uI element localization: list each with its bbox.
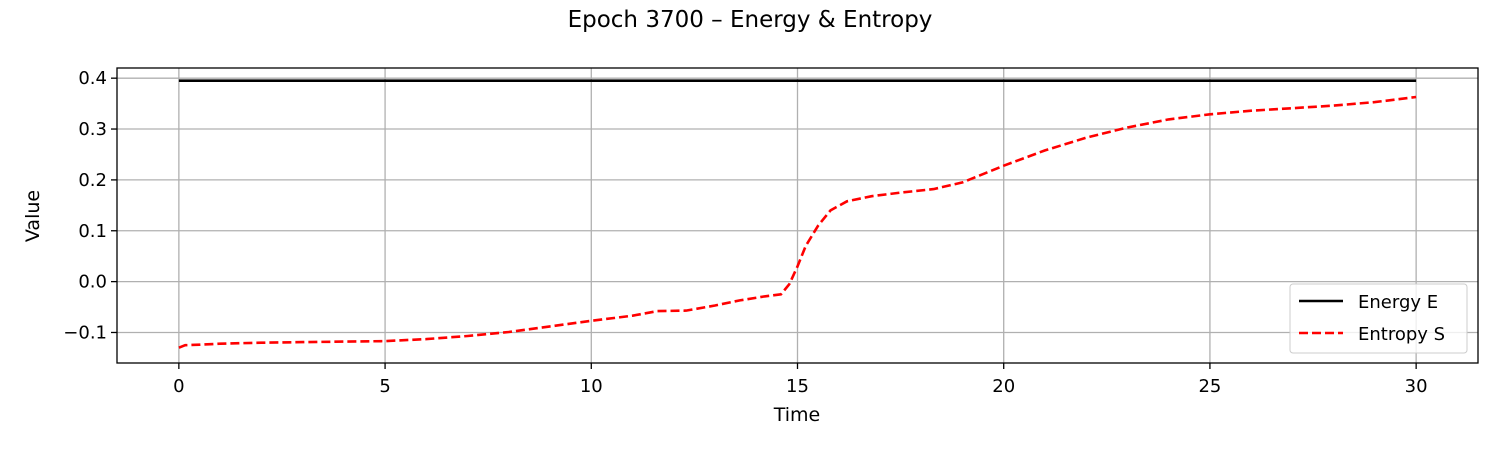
y-axis-label: Value [22, 190, 44, 242]
series-line-entropy [178, 95, 1417, 349]
x-tick-label: 25 [1198, 376, 1221, 397]
x-tick-label: 5 [379, 376, 390, 397]
y-tick-label: 0.3 [78, 119, 107, 140]
x-tick-label: 20 [992, 376, 1015, 397]
x-tick-label: 30 [1405, 376, 1428, 397]
y-tick-label: 0.0 [78, 272, 107, 293]
x-axis-label: Time [773, 404, 821, 426]
ticks: 0 5 10 15 20 25 30 −0.1 0.0 0.1 0.2 0.3 0.4 [63, 68, 1427, 397]
series-layer [178, 79, 1417, 349]
legend-label-energy: Energy E [1358, 292, 1438, 313]
y-tick-label: 0.1 [78, 221, 107, 242]
x-tick-label: 0 [173, 376, 184, 397]
y-tick-label: 0.2 [78, 170, 107, 191]
y-tick-label: −0.1 [63, 322, 107, 343]
x-tick-label: 15 [786, 376, 809, 397]
x-tick-label: 10 [580, 376, 603, 397]
legend-label-entropy: Entropy S [1358, 324, 1445, 345]
grid [117, 68, 1478, 363]
chart-title: Epoch 3700 – Energy & Entropy [568, 7, 933, 33]
legend: Energy E Entropy S [1289, 283, 1468, 354]
y-tick-label: 0.4 [78, 68, 107, 89]
